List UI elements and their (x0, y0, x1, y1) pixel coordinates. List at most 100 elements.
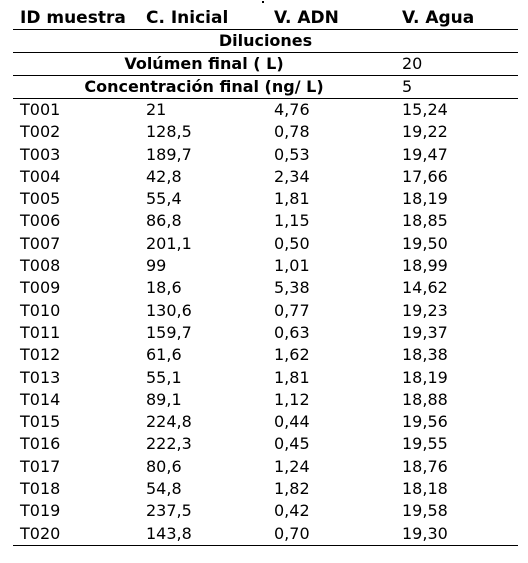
table-row: T017 80,6 1,24 18,76 (13, 456, 518, 478)
param-value-concentration: 5 (395, 75, 518, 99)
cell-initial-concentration: 55,1 (146, 367, 182, 387)
cell-initial-concentration: 201,1 (146, 233, 192, 253)
cell-id: T016 (20, 434, 61, 454)
cell-dna-volume: 0,45 (274, 434, 310, 454)
cell-dna-volume: 1,01 (274, 256, 310, 276)
table-row: T008 99 1,01 18,99 (13, 255, 518, 277)
table-row: T006 86,8 1,15 18,85 (13, 210, 518, 232)
column-header-dna-volume: V. ADN (267, 7, 395, 30)
cell-dna-volume: 1,15 (274, 211, 310, 231)
cell-initial-concentration: 18,6 (146, 278, 182, 298)
cell-water-volume: 17,66 (402, 166, 448, 186)
table-title: Diluciones (13, 29, 518, 53)
cell-initial-concentration: 86,8 (146, 211, 182, 231)
cell-id: T001 (20, 100, 61, 119)
cell-dna-volume: 2,34 (274, 166, 310, 186)
table-row: T012 61,6 1,62 18,38 (13, 344, 518, 366)
cell-water-volume: 19,55 (402, 434, 448, 454)
cell-id: T011 (20, 322, 61, 342)
cell-id: T009 (20, 278, 61, 298)
param-row-concentration: Concentración final (ng/ L) 5 (13, 75, 518, 99)
cell-water-volume: 19,50 (402, 233, 448, 253)
cell-dna-volume: 1,81 (274, 367, 310, 387)
cell-water-volume: 18,19 (402, 367, 448, 387)
table-row: T007 201,1 0,50 19,50 (13, 233, 518, 255)
cell-initial-concentration: 21 (146, 100, 167, 119)
cell-initial-concentration: 237,5 (146, 501, 192, 521)
cell-dna-volume: 4,76 (274, 100, 310, 119)
table-row: T001 21 4,76 15,24 (13, 99, 518, 122)
cell-initial-concentration: 61,6 (146, 345, 182, 365)
cell-dna-volume: 1,62 (274, 345, 310, 365)
cell-water-volume: 18,99 (402, 256, 448, 276)
cell-dna-volume: 0,77 (274, 300, 310, 320)
table-row: T018 54,8 1,82 18,18 (13, 478, 518, 500)
cell-water-volume: 18,19 (402, 189, 448, 209)
cell-id: T020 (13, 522, 139, 546)
cell-dna-volume: 1,24 (274, 456, 310, 476)
table-body: T001 21 4,76 15,24 T002 128,5 0,78 19,22 T003 189… (13, 99, 518, 546)
dilutions-table: Diluciones Volúmen final ( L) 20 Concent… (13, 7, 518, 546)
stray-dot-mark (262, 1, 264, 3)
cell-dna-volume: 0,44 (274, 412, 310, 432)
cell-water-volume: 19,30 (395, 522, 518, 546)
cell-dna-volume: 0,50 (274, 233, 310, 253)
cell-id: T007 (20, 233, 61, 253)
cell-initial-concentration: 54,8 (146, 479, 182, 499)
title-row: Diluciones (13, 29, 518, 53)
cell-dna-volume: 0,53 (274, 144, 310, 164)
cell-dna-volume: 0,70 (267, 522, 395, 546)
cell-dna-volume: 1,12 (274, 389, 310, 409)
cell-initial-concentration: 143,8 (139, 522, 267, 546)
param-label-concentration: Concentración final (ng/ L) (13, 75, 395, 99)
cell-water-volume: 18,76 (402, 456, 448, 476)
cell-id: T010 (20, 300, 61, 320)
cell-id: T006 (20, 211, 61, 231)
param-row-volume: Volúmen final ( L) 20 (13, 52, 518, 76)
cell-water-volume: 19,58 (402, 501, 448, 521)
param-label-volume: Volúmen final ( L) (13, 52, 395, 76)
cell-initial-concentration: 224,8 (146, 412, 192, 432)
cell-water-volume: 19,56 (402, 412, 448, 432)
cell-water-volume: 19,37 (402, 322, 448, 342)
cell-initial-concentration: 159,7 (146, 322, 192, 342)
table-row: T020 143,8 0,70 19,30 (13, 522, 518, 546)
table-row: T011 159,7 0,63 19,37 (13, 322, 518, 344)
cell-id: T019 (20, 501, 61, 521)
table-row: T016 222,3 0,45 19,55 (13, 433, 518, 455)
cell-id: T003 (20, 144, 61, 164)
cell-water-volume: 19,22 (402, 122, 448, 142)
column-header-id: ID muestra (13, 7, 139, 30)
column-header-initial-concentration: C. Inicial (139, 7, 267, 30)
cell-id: T014 (20, 389, 61, 409)
cell-initial-concentration: 128,5 (146, 122, 192, 142)
column-header-row: ID muestra C. Inicial V. ADN V. Agua (13, 7, 518, 30)
cell-id: T013 (20, 367, 61, 387)
table-row: T004 42,8 2,34 17,66 (13, 166, 518, 188)
cell-dna-volume: 1,82 (274, 479, 310, 499)
table-row: T010 130,6 0,77 19,23 (13, 300, 518, 322)
cell-water-volume: 18,88 (402, 389, 448, 409)
cell-initial-concentration: 222,3 (146, 434, 192, 454)
cell-water-volume: 19,23 (402, 300, 448, 320)
cell-dna-volume: 1,81 (274, 189, 310, 209)
column-headers: ID muestra C. Inicial V. ADN V. Agua (13, 7, 518, 30)
cell-initial-concentration: 55,4 (146, 189, 182, 209)
cell-id: T018 (20, 479, 61, 499)
cell-water-volume: 18,85 (402, 211, 448, 231)
cell-id: T004 (20, 166, 61, 186)
table-row: T013 55,1 1,81 18,19 (13, 367, 518, 389)
cell-dna-volume: 5,38 (274, 278, 310, 298)
table-header-block: Diluciones Volúmen final ( L) 20 Concent… (13, 29, 518, 99)
column-header-water-volume: V. Agua (395, 7, 518, 30)
param-value-volume: 20 (395, 52, 518, 76)
cell-id: T008 (20, 256, 61, 276)
cell-id: T002 (20, 122, 61, 142)
cell-id: T005 (20, 189, 61, 209)
table-row: T009 18,6 5,38 14,62 (13, 277, 518, 299)
table-row: T003 189,7 0,53 19,47 (13, 144, 518, 166)
cell-water-volume: 18,38 (402, 345, 448, 365)
cell-dna-volume: 0,78 (274, 122, 310, 142)
cell-id: T017 (20, 456, 61, 476)
cell-initial-concentration: 189,7 (146, 144, 192, 164)
